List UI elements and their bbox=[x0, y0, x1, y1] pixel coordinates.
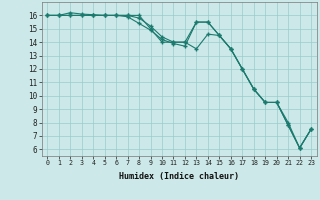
X-axis label: Humidex (Indice chaleur): Humidex (Indice chaleur) bbox=[119, 172, 239, 181]
